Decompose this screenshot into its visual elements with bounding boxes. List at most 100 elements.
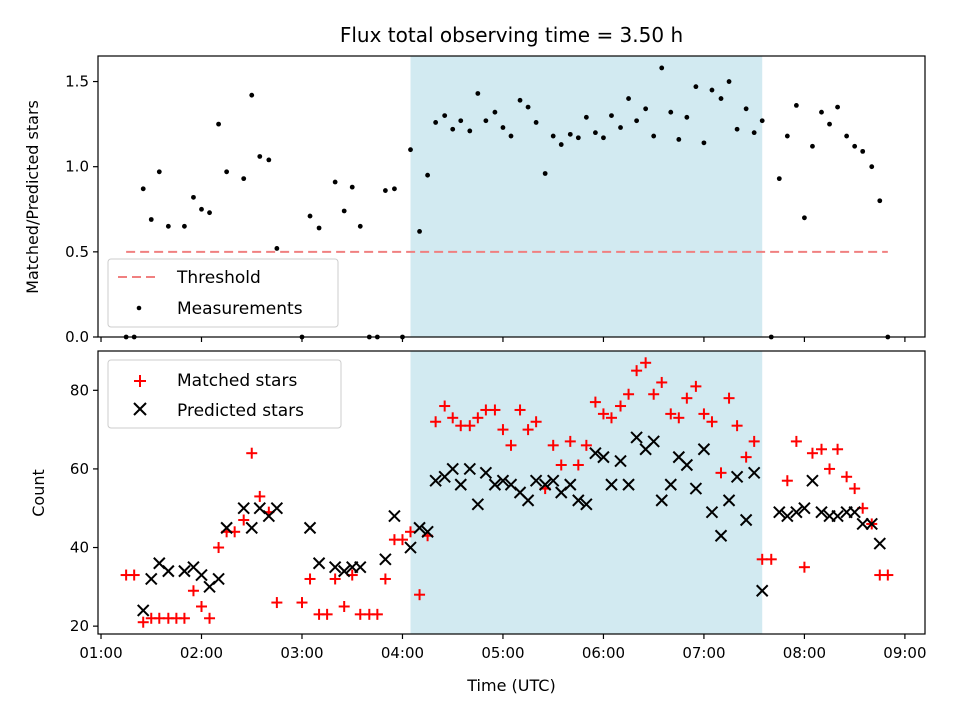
matched-star-point [405,526,417,538]
x-tick-label: 05:00 [481,644,524,662]
measurement-point [718,96,724,101]
top-legend: Threshold Measurements [107,258,339,328]
measurement-point [357,223,363,229]
matched-star-point [296,597,308,609]
measurement-point [508,133,514,139]
predicted-star-point [404,541,417,554]
y-tick-label: 1.0 [65,158,89,176]
predicted-star-point [220,521,233,535]
x-tick-label: 06:00 [582,644,625,662]
predicted-star-point [454,478,467,491]
predicted-star-point [831,509,844,523]
matched-star-point [824,463,836,475]
top-shaded-span [410,56,763,337]
measurement-point [475,91,481,96]
matched-star-point [648,388,660,400]
measurement-point [634,118,640,124]
measurement-point [668,109,674,115]
matched-star-point [673,412,685,424]
matched-star-point [656,376,668,388]
measurement-point [525,104,531,110]
predicted-star-point [722,494,736,507]
measurement-point [734,126,740,132]
matched-star-point [178,612,190,624]
matched-star-point [781,475,793,487]
matched-star-point [414,589,426,601]
measurement-point [869,164,875,170]
measurement-point [417,229,422,234]
predicted-star-point [388,509,401,523]
measurement-point [307,213,313,219]
y-tick-label: 0.0 [65,328,89,346]
matched-star-point [690,380,702,392]
measurement-point [433,120,439,125]
matched-star-point [640,357,652,369]
measurement-point [550,133,556,139]
top-y-ticks: 0.0 0.5 1.0 1.5 [65,73,98,346]
legend-measurements-swatch [136,305,142,311]
measurement-point [810,143,815,149]
measurement-point [709,87,715,93]
predicted-star-point [739,513,753,527]
bottom-y-axis-label: Count [29,469,48,517]
predicted-star-point [479,466,493,480]
predicted-star-point [328,560,342,574]
measurement-point [533,120,539,125]
predicted-star-points [137,431,886,617]
bottom-legend-box [107,359,342,429]
legend-predicted-swatch [133,402,147,416]
predicted-star-point [856,517,869,531]
y-tick-label: 20 [70,617,89,635]
matched-star-point [338,600,350,612]
measurement-point [593,130,598,136]
matched-star-point [379,573,391,585]
matched-star-points [120,357,894,628]
predicted-star-point [622,478,635,491]
predicted-star-point [572,494,585,507]
top-x-ticks [100,337,906,342]
predicted-star-point [312,557,326,570]
legend-matched-swatch [134,375,146,387]
bottom-x-axis-label: Time (UTC) [466,676,555,695]
measurement-point [659,65,665,71]
predicted-star-point [496,474,510,487]
predicted-star-point [337,564,351,578]
measurement-point [759,118,765,124]
matched-star-point [522,424,534,436]
matched-star-point [564,435,576,447]
predicted-star-point [798,502,811,515]
bottom-y-ticks: 20 40 60 80 [70,381,98,635]
matched-star-point [597,408,609,420]
legend-threshold-label: Threshold [176,268,261,288]
y-tick-label: 1.5 [65,73,89,91]
measurement-point [827,121,832,127]
predicted-star-point [195,568,208,582]
measurement-point [191,194,196,200]
matched-star-point [841,471,853,483]
matched-star-point [213,542,225,554]
measurement-point [442,113,448,119]
predicted-star-point [781,509,794,523]
matched-star-point [665,408,677,420]
matched-star-point [254,490,266,502]
y-tick-label: 40 [70,539,89,557]
matched-star-point [329,573,341,585]
measurement-point [802,215,807,221]
measurement-point [257,154,263,159]
matched-star-point [731,420,743,432]
measurement-point [274,246,280,251]
matched-star-point [304,573,316,585]
matched-star-point [505,439,517,451]
matched-star-point [798,561,810,573]
predicted-star-point [747,466,761,480]
measurement-point [743,106,749,112]
measurement-point [651,133,657,139]
matched-star-point [605,412,617,424]
measurement-point [601,135,606,141]
legend-measurements-label: Measurements [177,299,303,319]
matched-star-point [196,600,208,612]
predicted-star-point [589,446,602,460]
top-legend-box [107,258,339,328]
predicted-star-point [471,498,485,511]
matched-star-point [706,416,718,428]
